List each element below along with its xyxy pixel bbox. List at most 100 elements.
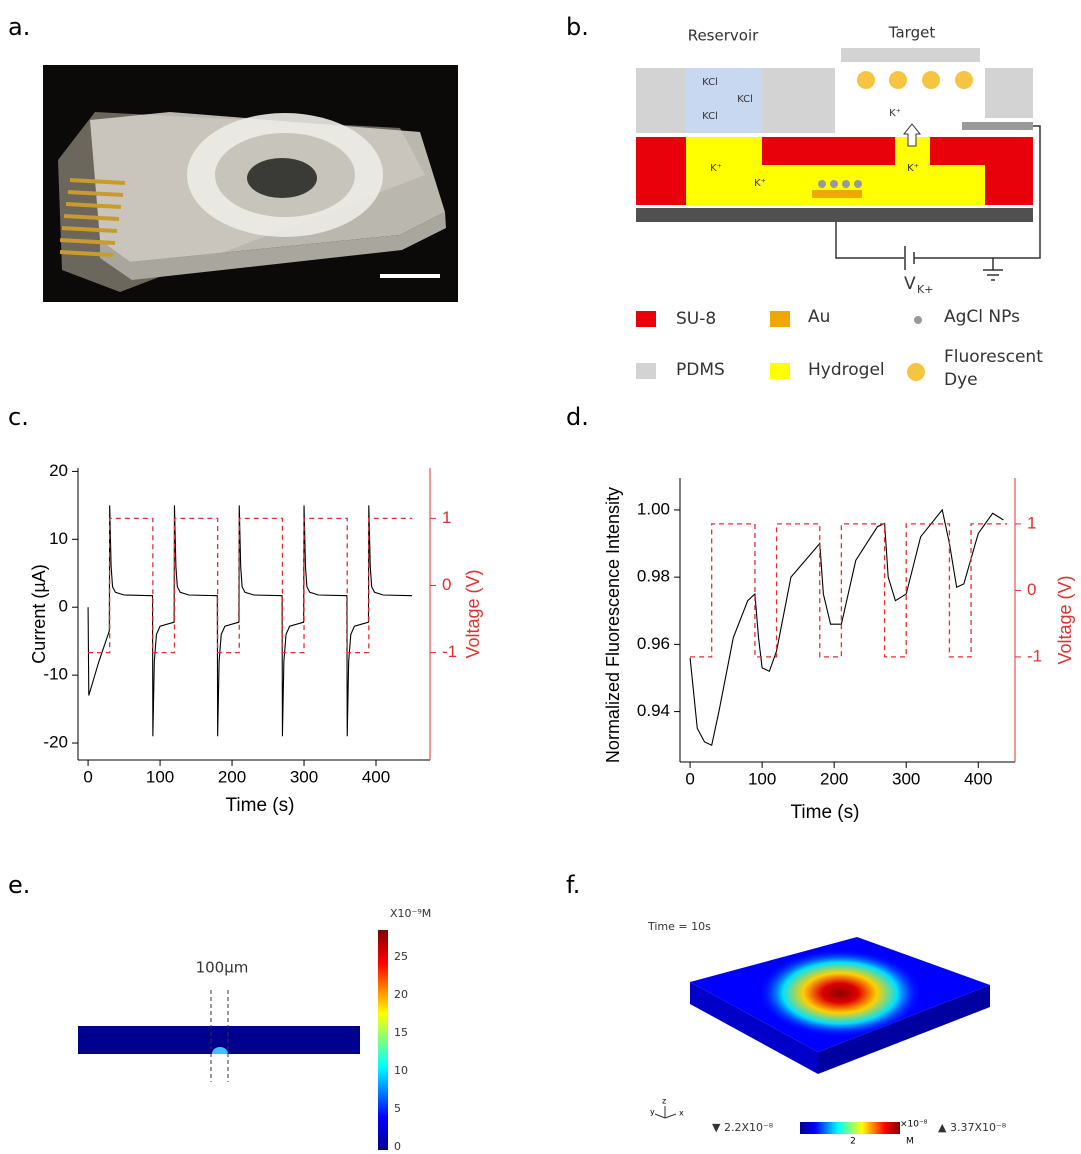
legend-swatch [636,311,656,327]
kcl-label: KCl [702,111,718,122]
legend-swatch [914,316,922,324]
shape [830,180,838,188]
shape [247,158,317,198]
axis-label: x [679,1109,684,1118]
colorbar-tick: 2 [850,1137,856,1147]
x-tick-label: 0 [83,767,92,786]
panel-label: a. [8,13,30,41]
kcl-label: KCl [737,94,753,105]
colorbar-title: X10⁻⁹M [390,907,431,920]
x-tick-label: 100 [146,767,174,786]
legend-label: SU-8 [676,309,716,329]
figure: a. b. c. d. e. f. Reservoir Target KCl K… [0,0,1081,1154]
device-photo [43,65,458,302]
ion-label: K⁺ [754,178,766,189]
y2-tick-label: 1 [442,508,451,527]
scale-label: 100µm [196,959,249,977]
legend-label: Dye [944,370,978,390]
x-axis-label: Time (s) [226,795,295,816]
colorbar-tick-label: 15 [394,1026,408,1039]
ion-label: K⁺ [907,163,919,174]
legend-label: Au [808,307,830,327]
y-tick-label: 20 [49,461,68,480]
x-tick-label: 400 [362,767,390,786]
colorbar-tick-label: 25 [394,950,408,963]
legend-label: Hydrogel [808,360,885,380]
data-line [88,505,412,736]
shape [800,1122,900,1134]
shape [655,1106,676,1118]
shape [889,71,907,89]
y2-tick-label: -1 [1027,646,1042,665]
shape [665,1114,676,1118]
y2-tick-label: 1 [1027,513,1036,532]
y-tick-label: -10 [43,665,68,684]
voltage-subscript: K+ [917,283,933,296]
device-diagram: Reservoir Target KCl KCl KCl K⁺ K⁺ K⁺ K⁺… [636,24,1043,391]
diagram-label: Reservoir [688,27,759,45]
voltage-symbol: V [904,274,916,294]
y2-tick-label: 0 [442,575,451,594]
colorbar-unit: M [906,1137,914,1147]
shape: 0 5 10 15 20 25 [394,950,408,1153]
shape [758,949,922,1037]
colorbar-tick-label: 5 [394,1102,401,1115]
colorbar-tick-label: 0 [394,1140,401,1153]
shape [762,68,835,133]
legend-label: PDMS [676,360,725,380]
simulation-3d: Time = 10s y z x ▼ 2.2X10⁻⁸ 2 ×10⁻⁸ M ▲ … [647,920,1007,1147]
legend-swatch [770,311,790,327]
y2-axis-label: Voltage (V) [1055,575,1075,664]
shape [636,68,686,133]
data-line [690,510,1003,745]
panel-label: c. [8,403,29,431]
max-label: ▲ 3.37X10⁻⁸ [938,1121,1007,1134]
shape [818,180,826,188]
simulation-2d: 100µm X10⁻⁹M 0 5 10 15 20 25 [78,907,431,1153]
y-tick-label: 0.94 [637,701,670,720]
x-tick-label: 200 [820,769,848,788]
x-tick-label: 400 [964,769,992,788]
y2-tick-label: -1 [442,642,457,661]
shape [955,71,973,89]
y-tick-label: 0.96 [637,634,670,653]
shape [841,48,980,62]
data-line [88,518,412,652]
y-axis-label: Current (µA) [29,564,49,663]
colorbar-tick-label: 10 [394,1064,408,1077]
axis-label: z [662,1097,666,1106]
panel-label: d. [566,403,589,431]
y2-axis-label: Voltage (V) [463,569,483,658]
y-tick-label: 10 [49,529,68,548]
shape [655,1114,665,1118]
min-label: ▼ 2.2X10⁻⁸ [712,1121,774,1134]
shape [857,71,875,89]
x-tick-label: 0 [685,769,694,788]
shape [378,930,388,1150]
legend-swatch [907,363,925,381]
shape [962,122,1033,130]
panel-label: b. [566,13,589,41]
colorbar-tick-label: 20 [394,988,408,1001]
kcl-label: KCl [702,77,718,88]
shape [985,68,1033,118]
shape [812,190,862,198]
legend-swatch [636,363,656,379]
shape [836,222,904,258]
panel-label: e. [8,871,30,899]
legend-swatch [770,363,790,379]
colorbar-unit: ×10⁻⁸ [900,1120,928,1130]
panel-label: f. [566,871,580,899]
shape [636,208,1033,222]
y-tick-label: 0.98 [637,567,670,586]
diagram-label: Target [888,24,936,42]
time-label: Time = 10s [647,920,711,933]
y-tick-label: 0 [59,597,68,616]
legend-label: AgCl NPs [944,307,1020,327]
x-axis-label: Time (s) [791,802,860,823]
ion-label: K⁺ [889,108,901,119]
x-tick-label: 300 [892,769,920,788]
x-tick-label: 200 [218,767,246,786]
x-tick-label: 300 [290,767,318,786]
